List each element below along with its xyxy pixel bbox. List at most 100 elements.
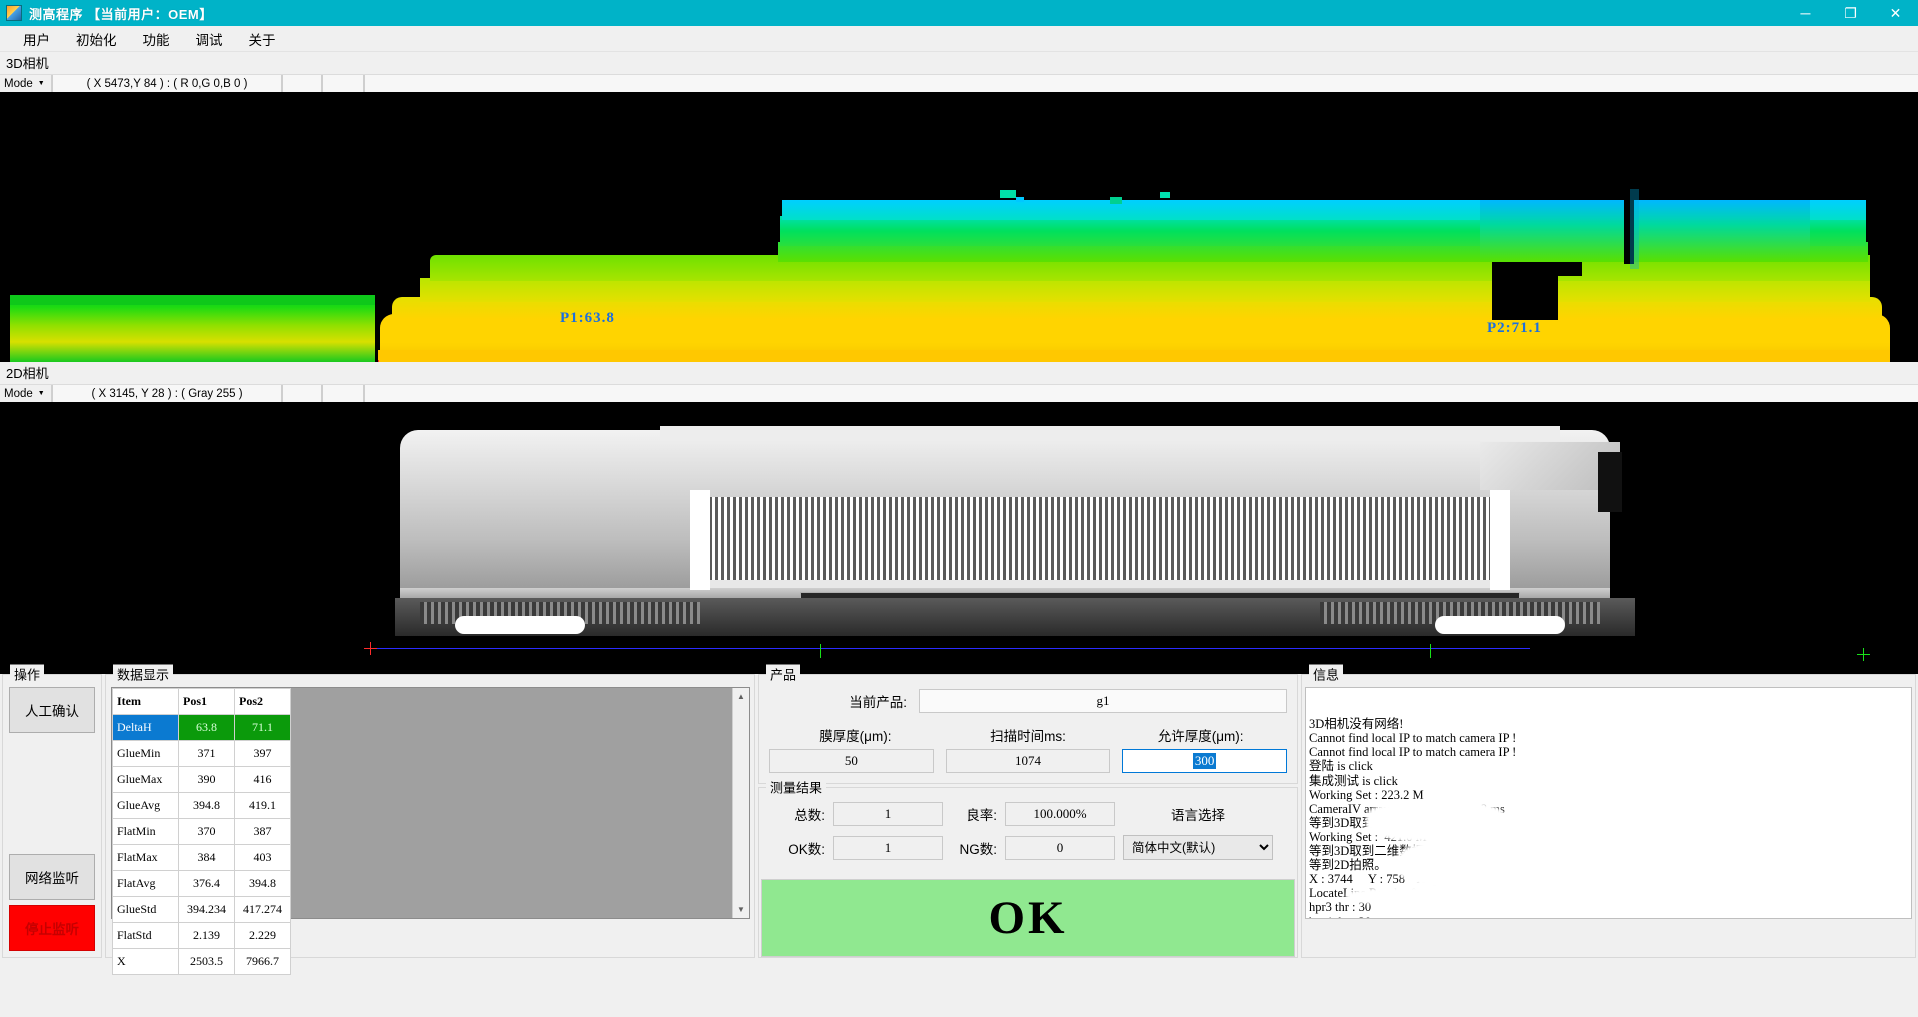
window-controls: ─ ❐ ✕ xyxy=(1783,0,1918,26)
table-row[interactable]: FlatMax 384 403 xyxy=(112,844,291,871)
camera-3d-label: 3D相机 xyxy=(6,56,49,71)
annotation-p2: P2:71.1 xyxy=(1487,320,1542,336)
yield-label: 良率: xyxy=(966,808,997,823)
info-log-line: Cannot find local IP to match camera IP … xyxy=(1309,731,1517,746)
bottom-panel: 操作 人工确认 网络监听 停止监听 数据显示 Item Pos1 Pos2 xyxy=(0,664,1918,975)
cell-pos1: 371 xyxy=(178,740,235,767)
camera-3d-group: 3D相机 Mode ▼ ( X 5473,Y 84 ) : ( R 0,G 0,… xyxy=(0,52,1918,362)
thickness-labels-row: 膜厚度(μm): 扫描时间ms: 允许厚度(μm): xyxy=(769,725,1287,745)
cell-item: FlatMin xyxy=(112,818,179,845)
ng-count-value: 0 xyxy=(1005,835,1115,860)
product-title: 产品 xyxy=(766,664,801,684)
chevron-down-icon: ▼ xyxy=(37,80,45,87)
data-grid[interactable]: Item Pos1 Pos2 DeltaH 63.8 71.1 GlueMin 371 3… xyxy=(111,687,750,975)
film-thickness-label: 膜厚度(μm): xyxy=(819,729,892,744)
scrollbar-thumb[interactable] xyxy=(733,705,749,901)
table-row[interactable]: DeltaH 63.8 71.1 xyxy=(112,714,291,741)
info-log[interactable]: 3D相机没有网络! Cannot find local IP to match c… xyxy=(1305,687,1912,919)
cell-pos2: 416 xyxy=(234,766,291,793)
minimize-button[interactable]: ─ xyxy=(1800,5,1811,21)
data-grid-empty-area xyxy=(291,688,732,918)
status-banner: OK xyxy=(761,879,1295,957)
operations-spacer xyxy=(9,733,95,854)
results-panel: 测量结果 总数: 1 良率: 100.000% 语言选择 OK数: 1 NG数:… xyxy=(758,777,1298,958)
info-log-line: 登陆 is click xyxy=(1309,759,1373,774)
data-table: Item Pos1 Pos2 DeltaH 63.8 71.1 GlueMin 371 3… xyxy=(112,688,291,975)
menu-item-about[interactable]: 关于 xyxy=(248,32,276,48)
product-panel: 产品 当前产品: g1 膜厚度(μm): 扫描时间ms: 允许厚度(μm): 5… xyxy=(758,664,1298,784)
marker-2d-right-crosshair xyxy=(1857,648,1870,661)
ok-count-value: 1 xyxy=(833,835,943,860)
results-row-okng: OK数: 1 NG数: 0 简体中文(默认)English繁體中文 xyxy=(769,835,1287,860)
table-row[interactable]: FlatAvg 376.4 394.8 xyxy=(112,870,291,897)
scroll-down-icon[interactable]: ▼ xyxy=(733,901,749,918)
info-log-line: 等到2D拍照。 xyxy=(1309,858,1387,873)
marker-left-crosshair xyxy=(372,360,385,362)
allowed-thickness-value: 300 xyxy=(1192,753,1217,769)
table-header-row: Item Pos1 Pos2 xyxy=(112,688,291,715)
window-title: 测高程序 【当前用户：OEM】 xyxy=(29,6,213,22)
data-display-panel: 数据显示 Item Pos1 Pos2 DeltaH 63.8 71.1 GlueMi… xyxy=(105,664,755,975)
table-row[interactable]: GlueStd 394.234 417.274 xyxy=(112,896,291,923)
cell-item: X xyxy=(112,948,179,975)
camera-2d-viewport[interactable] xyxy=(0,402,1918,674)
cell-pos1: 394.8 xyxy=(178,792,235,819)
cell-pos1: 394.234 xyxy=(178,896,235,923)
yield-value: 100.000% xyxy=(1005,802,1115,826)
film-thickness-input[interactable]: 50 xyxy=(769,749,934,773)
cell-item: GlueMin xyxy=(112,740,179,767)
cell-pos1: 390 xyxy=(178,766,235,793)
info-log-line: Working Set : 223.2 M xyxy=(1309,787,1424,802)
table-row[interactable]: GlueAvg 394.8 419.1 xyxy=(112,792,291,819)
scan-time-label: 扫描时间ms: xyxy=(990,729,1066,744)
results-row-total: 总数: 1 良率: 100.000% 语言选择 xyxy=(769,802,1287,826)
cell-pos2: 387 xyxy=(234,818,291,845)
menu-bar: 用户 初始化 功能 调试 关于 xyxy=(0,26,1918,52)
table-row[interactable]: X 2503.5 7966.7 xyxy=(112,948,291,975)
current-product-input[interactable]: g1 xyxy=(919,689,1287,713)
table-row[interactable]: GlueMin 371 397 xyxy=(112,740,291,767)
redaction-smudge-4 xyxy=(1346,886,1526,906)
camera-3d-mode-dropdown[interactable]: Mode ▼ xyxy=(0,75,52,92)
total-label: 总数: xyxy=(794,808,825,823)
info-log-line: 集成测试 is click xyxy=(1309,773,1398,788)
camera-2d-label: 2D相机 xyxy=(6,366,49,381)
close-button[interactable]: ✕ xyxy=(1889,5,1902,21)
camera-2d-toolbar: Mode ▼ ( X 3145, Y 28 ) : ( Gray 255 ) xyxy=(0,384,1918,402)
cell-pos1: 384 xyxy=(178,844,235,871)
table-row[interactable]: FlatMin 370 387 xyxy=(112,818,291,845)
info-log-line: Cannot find local IP to match camera IP … xyxy=(1309,745,1517,760)
camera-3d-mode-label: Mode xyxy=(4,77,33,90)
cell-pos2: 417.274 xyxy=(234,896,291,923)
allowed-thickness-input[interactable]: 300 xyxy=(1122,749,1288,773)
table-row[interactable]: FlatStd 2.139 2.229 xyxy=(112,922,291,949)
cell-pos2: 419.1 xyxy=(234,792,291,819)
annotation-p1: P1:63.8 xyxy=(560,310,615,326)
redaction-smudge-3 xyxy=(1486,868,1911,890)
language-select[interactable]: 简体中文(默认)English繁體中文 xyxy=(1123,835,1273,860)
menu-item-user[interactable]: 用户 xyxy=(23,32,50,48)
maximize-button[interactable]: ❐ xyxy=(1844,5,1857,21)
camera-3d-status-cell-2 xyxy=(322,75,364,92)
scan-time-input[interactable]: 1074 xyxy=(945,749,1111,773)
ok-count-label: OK数: xyxy=(788,841,825,857)
menu-item-init[interactable]: 初始化 xyxy=(76,32,117,48)
data-grid-scrollbar[interactable]: ▲ ▼ xyxy=(732,688,749,918)
current-product-label: 当前产品: xyxy=(849,695,907,710)
scroll-up-icon[interactable]: ▲ xyxy=(733,688,749,705)
camera-3d-viewport[interactable]: P1:63.8 P2:71.1 xyxy=(0,92,1918,362)
info-log-line: hpr4 thr : 30 xyxy=(1309,915,1908,919)
stop-listen-button[interactable]: 停止监听 xyxy=(9,905,95,951)
camera-2d-mode-dropdown[interactable]: Mode ▼ xyxy=(0,385,52,402)
cell-pos2: 7966.7 xyxy=(234,948,291,975)
menu-item-function[interactable]: 功能 xyxy=(142,32,170,48)
menu-item-debug[interactable]: 调试 xyxy=(195,32,223,48)
cell-item: GlueAvg xyxy=(112,792,179,819)
cell-item: FlatStd xyxy=(112,922,179,949)
product-results-column: 产品 当前产品: g1 膜厚度(μm): 扫描时间ms: 允许厚度(μm): 5… xyxy=(758,664,1298,958)
cell-pos1: 63.8 xyxy=(178,714,235,741)
table-row[interactable]: GlueMax 390 416 xyxy=(112,766,291,793)
manual-confirm-button[interactable]: 人工确认 xyxy=(9,687,95,733)
network-listen-button[interactable]: 网络监听 xyxy=(9,854,95,900)
camera-2d-status-cell-3 xyxy=(364,385,1918,402)
